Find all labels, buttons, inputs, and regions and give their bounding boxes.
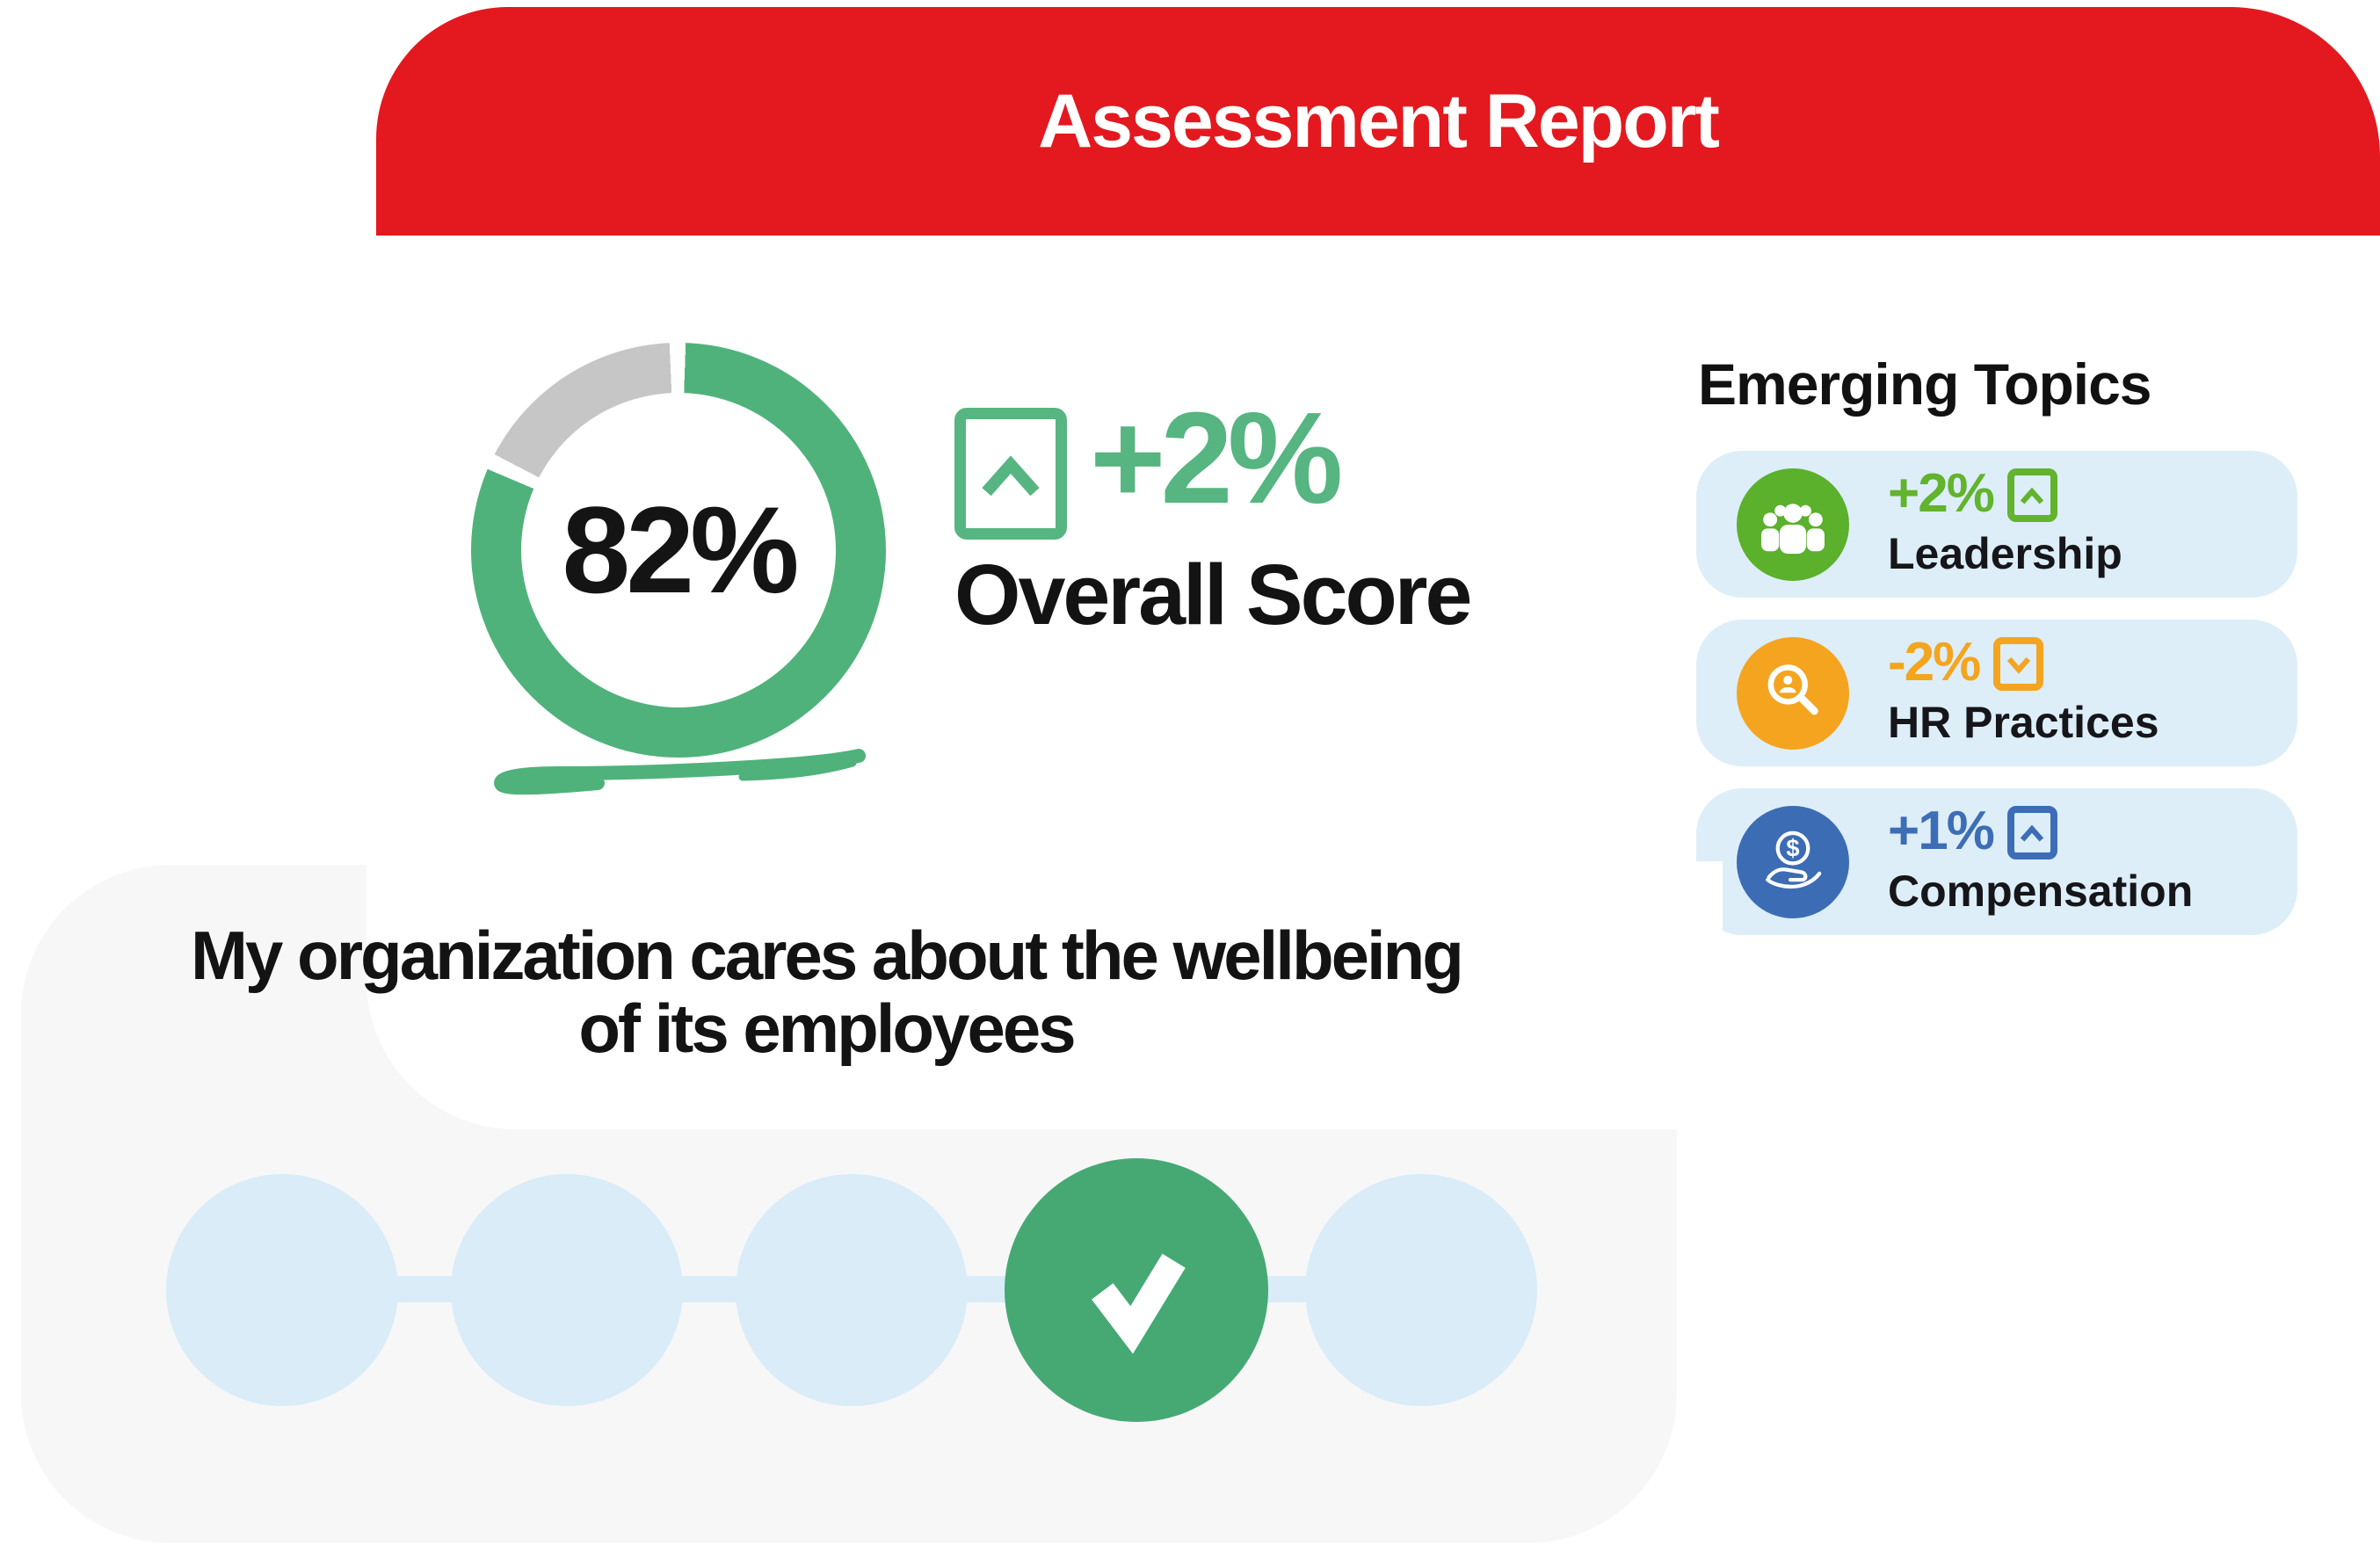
underline-swoosh xyxy=(494,749,866,795)
rating-option-3[interactable] xyxy=(736,1174,968,1406)
overall-score-delta: +2% xyxy=(1090,386,1343,531)
up-chevron-icon xyxy=(2006,468,2057,522)
topic-card-compensation: $ +1% Compensation xyxy=(1696,788,2297,935)
survey-question-line-2: of its employees xyxy=(578,989,1076,1067)
rating-option-1[interactable] xyxy=(166,1174,398,1406)
svg-text:$: $ xyxy=(1786,835,1799,862)
topic-label: HR Practices xyxy=(1888,698,2159,747)
rating-option-4-selected[interactable] xyxy=(1005,1158,1268,1422)
header-banner: Assessment Report xyxy=(376,7,2380,236)
money-hand-icon: $ xyxy=(1737,806,1849,918)
rating-option-2[interactable] xyxy=(451,1174,683,1406)
topic-delta-row: +1% xyxy=(1888,801,2193,862)
question-card xyxy=(366,861,1723,1129)
score-up-chevron-box xyxy=(954,408,1067,540)
topic-delta: +1% xyxy=(1888,801,1995,861)
topic-label: Leadership xyxy=(1888,529,2122,578)
check-icon xyxy=(1092,1253,1186,1354)
topic-body: -2% HR Practices xyxy=(1888,632,2159,747)
topic-label: Compensation xyxy=(1888,867,2194,916)
donut-hole: 82% xyxy=(521,393,836,707)
topic-card-leadership: +2% Leadership xyxy=(1696,451,2297,598)
topic-delta: +2% xyxy=(1888,463,1995,524)
topic-delta-row: -2% xyxy=(1888,632,2159,693)
topic-body: +1% Compensation xyxy=(1888,801,2194,916)
rating-option-5[interactable] xyxy=(1305,1174,1537,1406)
topic-card-hr-practices: -2% HR Practices xyxy=(1696,620,2297,766)
candidate-search-icon xyxy=(1737,637,1849,750)
overall-score-donut: 82% xyxy=(471,343,886,758)
page-title: Assessment Report xyxy=(1038,78,1720,163)
survey-question: My organization cares about the wellbein… xyxy=(123,919,1529,1064)
up-chevron-icon xyxy=(2006,806,2057,859)
emerging-topics-title: Emerging Topics xyxy=(1698,352,2152,417)
people-icon xyxy=(1737,468,1849,581)
topic-delta-row: +2% xyxy=(1888,463,2122,525)
topic-delta: -2% xyxy=(1888,632,1981,693)
up-chevron-icon xyxy=(982,455,1040,497)
down-chevron-icon xyxy=(1993,637,2044,691)
topic-body: +2% Leadership xyxy=(1888,463,2122,578)
survey-question-line-1: My organization cares about the wellbein… xyxy=(191,917,1464,994)
overall-score-label: Overall Score xyxy=(954,547,1472,642)
overall-score-value: 82% xyxy=(562,481,799,619)
